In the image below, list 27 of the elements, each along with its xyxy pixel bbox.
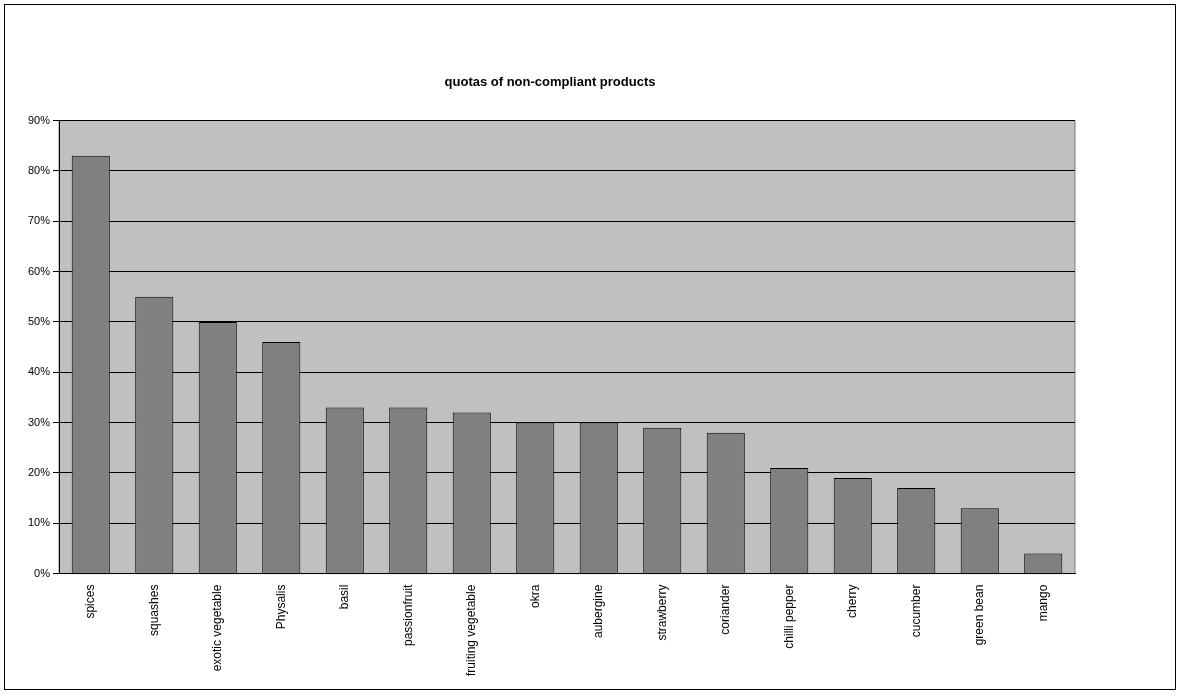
y-tick-label: 20% — [27, 465, 51, 478]
y-tick-label: 70% — [27, 214, 51, 227]
y-tick-label: 0% — [34, 566, 51, 579]
x-tick-label: fruiting vegetable — [464, 584, 479, 677]
x-tick-label: cucumber — [908, 584, 923, 638]
y-tick-label: 80% — [27, 163, 51, 176]
y-tick-label: 30% — [27, 415, 51, 428]
x-tick-label: chilli pepper — [781, 584, 796, 649]
x-tick-label: basil — [337, 584, 352, 610]
x-tick-label: squashes — [146, 584, 161, 636]
y-tick-label: 50% — [27, 314, 51, 327]
x-tick-label: strawberry — [654, 584, 669, 641]
y-tick-label: 10% — [27, 516, 51, 529]
y-tick-label: 40% — [27, 365, 51, 378]
x-tick-label: green bean — [972, 584, 987, 646]
x-tick-label: Physalis — [273, 584, 288, 630]
y-tick-label: 90% — [27, 113, 51, 126]
x-tick-label: coriander — [718, 584, 733, 635]
x-tick-label: okra — [527, 584, 542, 608]
x-tick-label: spices — [83, 584, 98, 619]
x-tick-label: cherry — [845, 584, 860, 618]
chart-title: quotas of non-compliant products — [444, 74, 656, 90]
x-tick-label: passionfruit — [400, 583, 415, 646]
y-tick-label: 60% — [27, 264, 51, 277]
x-tick-label: aubergine — [591, 584, 606, 638]
x-tick-label: exotic vegetable — [210, 584, 225, 672]
x-tick-label: mango — [1035, 584, 1050, 622]
